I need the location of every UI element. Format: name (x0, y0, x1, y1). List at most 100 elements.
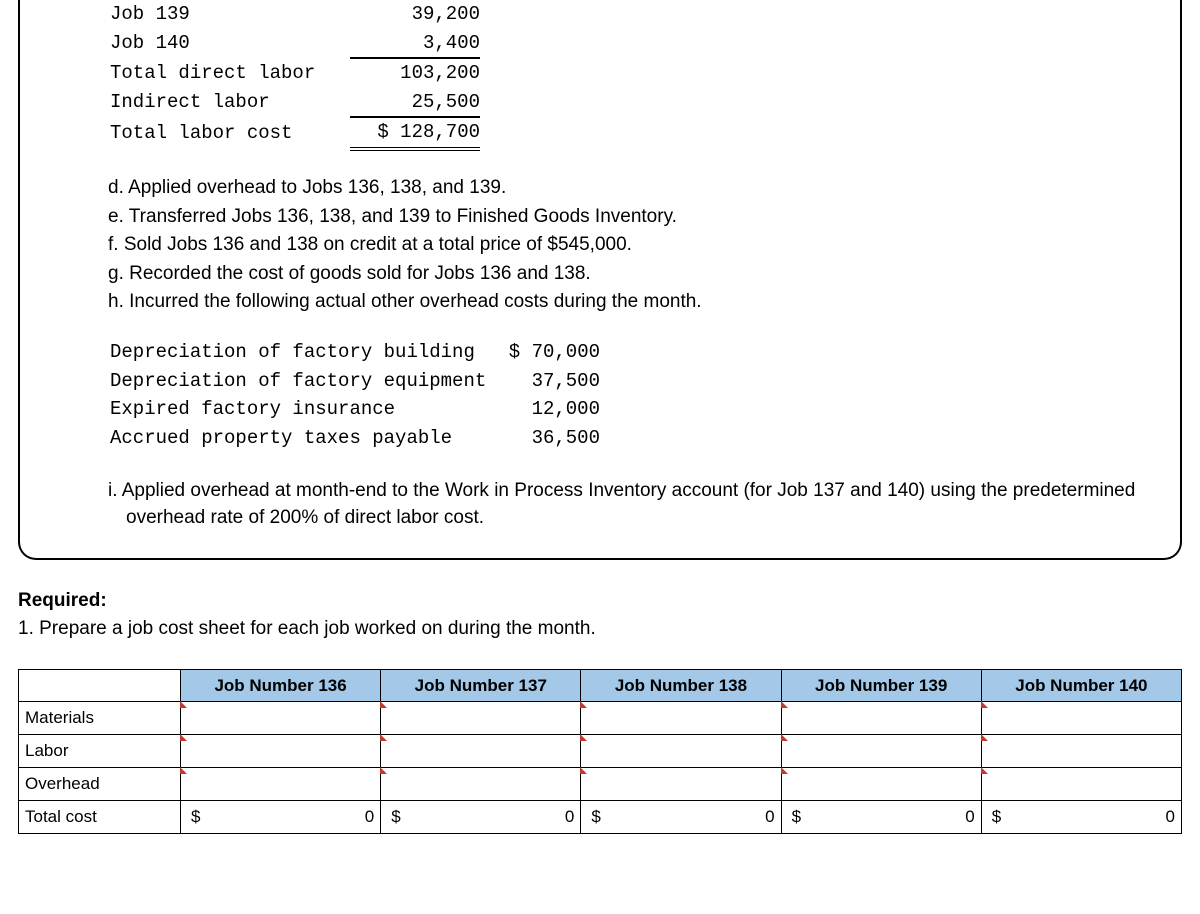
total-cell: $0 (981, 800, 1181, 833)
input-cell[interactable] (781, 768, 981, 801)
total-value: 0 (365, 807, 374, 826)
table-row: Depreciation of factory equipment 37,500 (110, 367, 600, 396)
table-row: Total direct labor 103,200 (110, 58, 480, 88)
row-label-overhead: Overhead (19, 768, 181, 801)
labor-value: 39,200 (350, 0, 480, 29)
cell-caret-icon (981, 701, 988, 708)
row-label-labor: Labor (19, 735, 181, 768)
overhead-costs-table: Depreciation of factory building $ 70,00… (110, 338, 600, 452)
currency-symbol: $ (187, 805, 200, 829)
required-block: Required: 1. Prepare a job cost sheet fo… (18, 588, 1182, 643)
transaction-f: f. Sold Jobs 136 and 138 on credit at a … (108, 232, 1152, 259)
labor-label: Indirect labor (110, 88, 350, 118)
labor-summary-table: Job 139 39,200 Job 140 3,400 Total direc… (110, 0, 480, 151)
overhead-value: 36,500 (490, 424, 600, 453)
cell-caret-icon (580, 701, 587, 708)
table-row-labor: Labor (19, 735, 1182, 768)
labor-value: 25,500 (350, 88, 480, 118)
overhead-value: 12,000 (490, 395, 600, 424)
labor-label: Job 139 (110, 0, 350, 29)
input-cell[interactable] (581, 702, 781, 735)
cell-caret-icon (781, 701, 788, 708)
transaction-h: h. Incurred the following actual other o… (108, 289, 1152, 316)
overhead-label: Depreciation of factory equipment (110, 367, 490, 396)
input-cell[interactable] (381, 768, 581, 801)
input-cell[interactable] (981, 735, 1181, 768)
total-cell: $0 (381, 800, 581, 833)
labor-total-label: Total labor cost (110, 117, 350, 149)
input-cell[interactable] (781, 702, 981, 735)
input-cell[interactable] (181, 768, 381, 801)
overhead-label: Expired factory insurance (110, 395, 490, 424)
table-header-row: Job Number 136 Job Number 137 Job Number… (19, 669, 1182, 702)
cell-caret-icon (781, 734, 788, 741)
cell-caret-icon (580, 734, 587, 741)
header-empty (19, 669, 181, 702)
total-cell: $0 (781, 800, 981, 833)
cell-caret-icon (180, 701, 187, 708)
labor-value: 3,400 (350, 29, 480, 59)
labor-total-value: $ 128,700 (350, 117, 480, 149)
input-cell[interactable] (181, 735, 381, 768)
table-row: Accrued property taxes payable 36,500 (110, 424, 600, 453)
table-row: Expired factory insurance 12,000 (110, 395, 600, 424)
transaction-g: g. Recorded the cost of goods sold for J… (108, 261, 1152, 288)
input-cell[interactable] (781, 735, 981, 768)
transaction-d: d. Applied overhead to Jobs 136, 138, an… (108, 175, 1152, 202)
row-label-materials: Materials (19, 702, 181, 735)
transaction-e: e. Transferred Jobs 136, 138, and 139 to… (108, 204, 1152, 231)
total-cell: $0 (581, 800, 781, 833)
total-cell: $0 (181, 800, 381, 833)
currency-symbol: $ (988, 805, 1001, 829)
cell-caret-icon (781, 767, 788, 774)
cell-caret-icon (180, 734, 187, 741)
total-value: 0 (1166, 807, 1175, 826)
problem-panel: Job 139 39,200 Job 140 3,400 Total direc… (18, 0, 1182, 560)
cell-caret-icon (380, 767, 387, 774)
input-cell[interactable] (981, 702, 1181, 735)
table-row: Job 139 39,200 (110, 0, 480, 29)
input-cell[interactable] (581, 735, 781, 768)
currency-symbol: $ (387, 805, 400, 829)
row-label-total: Total cost (19, 800, 181, 833)
cell-caret-icon (380, 734, 387, 741)
required-heading: Required: (18, 588, 1182, 615)
input-cell[interactable] (381, 702, 581, 735)
job-cost-sheet-table: Job Number 136 Job Number 137 Job Number… (18, 669, 1182, 834)
overhead-label: Depreciation of factory building (110, 338, 490, 367)
table-row-overhead: Overhead (19, 768, 1182, 801)
table-row-total: Total labor cost $ 128,700 (110, 117, 480, 149)
col-header-140: Job Number 140 (981, 669, 1181, 702)
col-header-136: Job Number 136 (181, 669, 381, 702)
transaction-list: d. Applied overhead to Jobs 136, 138, an… (108, 175, 1152, 316)
table-row: Indirect labor 25,500 (110, 88, 480, 118)
cell-caret-icon (180, 767, 187, 774)
currency-symbol: $ (788, 805, 801, 829)
overhead-value: $ 70,000 (490, 338, 600, 367)
currency-symbol: $ (587, 805, 600, 829)
labor-label: Job 140 (110, 29, 350, 59)
col-header-137: Job Number 137 (381, 669, 581, 702)
labor-label: Total direct labor (110, 58, 350, 88)
col-header-139: Job Number 139 (781, 669, 981, 702)
transaction-i: i. Applied overhead at month-end to the … (108, 478, 1152, 531)
total-value: 0 (765, 807, 774, 826)
overhead-value: 37,500 (490, 367, 600, 396)
input-cell[interactable] (581, 768, 781, 801)
table-row: Job 140 3,400 (110, 29, 480, 59)
cell-caret-icon (580, 767, 587, 774)
table-row: Depreciation of factory building $ 70,00… (110, 338, 600, 367)
table-row-materials: Materials (19, 702, 1182, 735)
overhead-label: Accrued property taxes payable (110, 424, 490, 453)
cell-caret-icon (981, 767, 988, 774)
input-cell[interactable] (981, 768, 1181, 801)
cell-caret-icon (380, 701, 387, 708)
required-item-1: 1. Prepare a job cost sheet for each job… (18, 616, 1182, 643)
input-cell[interactable] (181, 702, 381, 735)
cell-caret-icon (981, 734, 988, 741)
labor-value: 103,200 (350, 58, 480, 88)
input-cell[interactable] (381, 735, 581, 768)
col-header-138: Job Number 138 (581, 669, 781, 702)
table-row-total: Total cost $0 $0 $0 $0 $0 (19, 800, 1182, 833)
total-value: 0 (965, 807, 974, 826)
